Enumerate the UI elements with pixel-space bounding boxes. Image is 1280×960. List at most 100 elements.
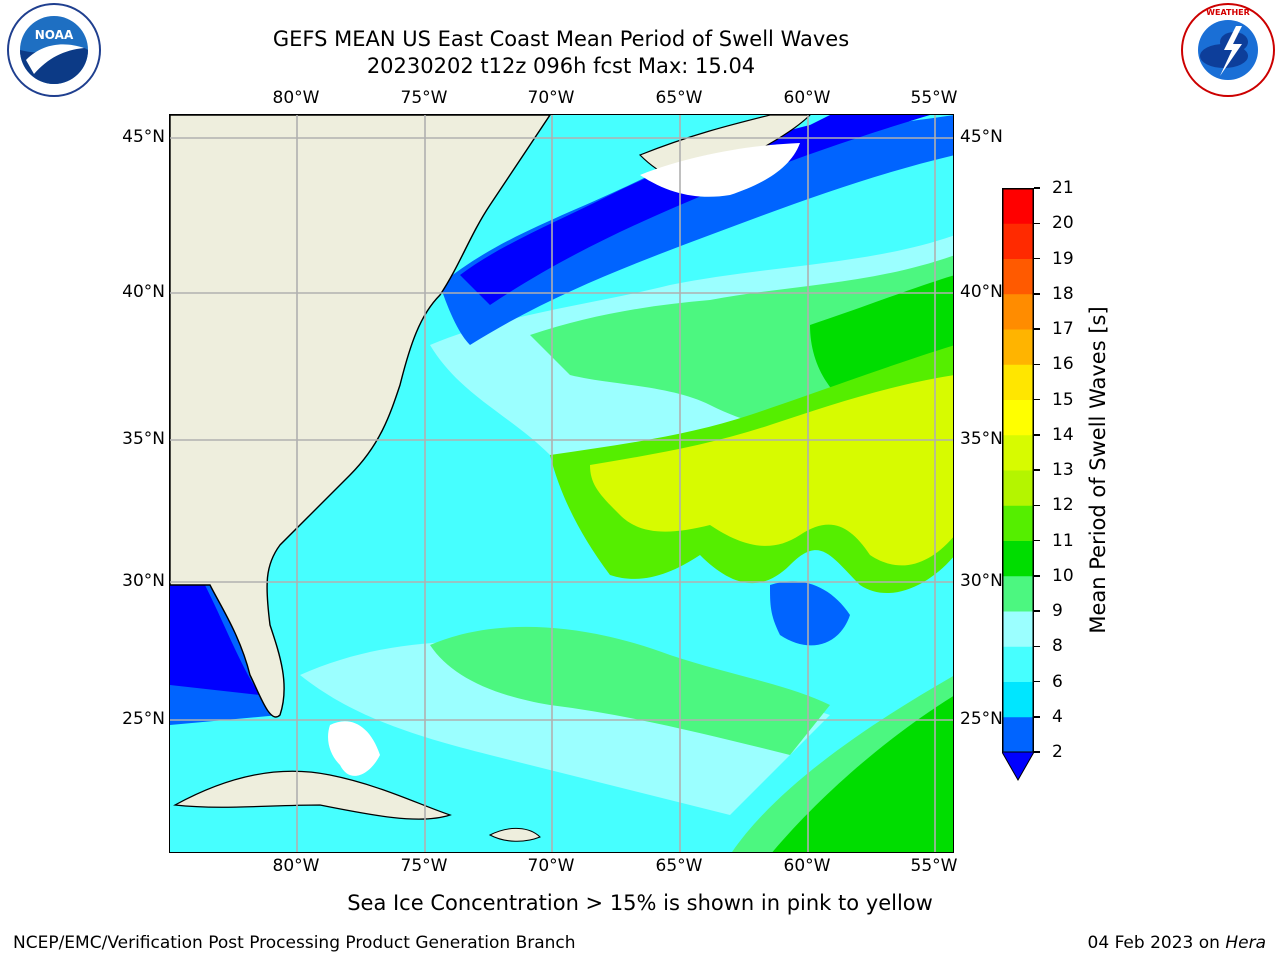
- colorbar-tick-mark: [1034, 645, 1040, 647]
- lon-label-top: 55°W: [910, 88, 958, 108]
- lat-label-left: 40°N: [122, 282, 165, 302]
- lon-label-bottom: 55°W: [910, 856, 958, 876]
- contour-8-9s: [430, 626, 830, 755]
- colorbar-tick-label: 19: [1052, 248, 1074, 269]
- colorbar-tick-mark: [1034, 222, 1040, 224]
- lon-label-bottom: 80°W: [272, 856, 320, 876]
- island-hispaniola: [488, 828, 541, 842]
- lon-label-bottom: 60°W: [783, 856, 831, 876]
- colorbar-swatch: [1002, 293, 1034, 330]
- colorbar-tick-mark: [1034, 469, 1040, 471]
- host-name: Hera: [1225, 933, 1266, 953]
- colorbar-outline: [1002, 188, 1034, 752]
- colorbar-tick-label: 4: [1052, 706, 1063, 727]
- lat-label-right: 30°N: [960, 571, 1003, 591]
- contour-9-10s: [772, 696, 953, 852]
- colorbar-tick-label: 11: [1052, 530, 1074, 551]
- colorbar-swatch: [1002, 223, 1034, 259]
- contour-2-4s: [770, 581, 850, 646]
- lon-label-top: 70°W: [527, 88, 575, 108]
- colorbar-tick-label: 9: [1052, 601, 1063, 621]
- colorbar-tick-mark: [1034, 539, 1040, 542]
- lon-label-top: 60°W: [783, 88, 831, 108]
- colorbar-tick-label: 2: [1052, 742, 1063, 762]
- colorbar-swatch: [1002, 575, 1034, 612]
- colorbar-tick-mark: [1034, 328, 1040, 330]
- lat-label-left: 45°N: [122, 127, 165, 147]
- colorbar: [1001, 188, 1035, 782]
- nws-logo: WEATHER: [1180, 2, 1276, 98]
- sea-ice-note: Sea Ice Concentration > 15% is shown in …: [347, 891, 933, 915]
- colorbar-swatch: [1002, 188, 1034, 224]
- contour-under-2s: [460, 115, 930, 305]
- colorbar-tick-mark: [1034, 257, 1040, 260]
- colorbar-tick-label: 10: [1052, 565, 1074, 586]
- lat-label-right: 25°N: [960, 709, 1003, 729]
- colorbar-tick-mark: [1034, 610, 1040, 612]
- lon-label-top: 65°W: [655, 88, 703, 108]
- lat-label-left: 30°N: [122, 571, 165, 591]
- colorbar-tick-label: 14: [1052, 424, 1074, 445]
- graticule: [170, 115, 953, 852]
- credit-branch: NCEP/EMC/Verification Post Processing Pr…: [13, 933, 576, 953]
- colorbar-tick-label: 15: [1052, 389, 1074, 410]
- colorbar-label: Mean Period of Swell Waves [s]: [1086, 306, 1110, 634]
- noaa-logo: NOAA: [4, 2, 104, 98]
- colorbar-swatch: [1002, 540, 1034, 577]
- lon-label-bottom: 75°W: [400, 856, 448, 876]
- colorbar-tick-mark: [1034, 751, 1040, 753]
- colorbar-tick-mark: [1034, 434, 1040, 436]
- colorbar-swatch: [1002, 329, 1034, 365]
- colorbar-tick-mark: [1034, 398, 1040, 401]
- colorbar-swatch: [1002, 505, 1034, 541]
- svg-text:WEATHER: WEATHER: [1206, 8, 1250, 17]
- colorbar-tick-label: 16: [1052, 354, 1074, 375]
- colorbar-swatch: [1002, 364, 1034, 400]
- colorbar-tick-label: 21: [1052, 178, 1074, 198]
- colorbar-swatch: [1002, 399, 1034, 436]
- colorbar-swatch: [1002, 646, 1034, 682]
- colorbar-swatch: [1002, 434, 1034, 471]
- colorbar-swatch: [1002, 258, 1034, 295]
- chart-subtitle: 20230202 t12z 096h fcst Max: 15.04: [366, 54, 756, 78]
- colorbar-under-arrow: [1001, 751, 1035, 782]
- lon-label-top: 80°W: [272, 88, 320, 108]
- lon-label-bottom: 65°W: [655, 856, 703, 876]
- lat-label-left: 35°N: [122, 429, 165, 449]
- map-panel: [169, 114, 954, 853]
- date-text: 04 Feb 2023 on: [1087, 933, 1226, 953]
- colorbar-tick-mark: [1034, 680, 1040, 683]
- swell-period-map: [170, 115, 953, 852]
- colorbar-tick-label: 17: [1052, 319, 1074, 339]
- colorbar-tick-label: 13: [1052, 460, 1074, 480]
- colorbar-tick-label: 18: [1052, 283, 1074, 304]
- bahamas-banks: [328, 721, 380, 776]
- colorbar-tick-label: 12: [1052, 495, 1074, 516]
- colorbar-tick-mark: [1034, 187, 1040, 189]
- colorbar-swatches: [1001, 188, 1035, 782]
- colorbar-swatch: [1002, 716, 1034, 753]
- colorbar-tick-mark: [1034, 363, 1040, 365]
- colorbar-tick-mark: [1034, 716, 1040, 718]
- lat-label-left: 25°N: [122, 709, 165, 729]
- colorbar-swatch: [1002, 611, 1034, 647]
- lat-label-right: 40°N: [960, 282, 1003, 302]
- svg-text:NOAA: NOAA: [35, 28, 74, 42]
- land-us-east-coast: [170, 115, 551, 718]
- land-cuba: [173, 770, 452, 820]
- colorbar-swatch: [1002, 681, 1034, 718]
- lon-label-top: 75°W: [400, 88, 448, 108]
- chart-title: GEFS MEAN US East Coast Mean Period of S…: [272, 27, 850, 51]
- colorbar-tick-label: 20: [1052, 213, 1074, 234]
- lon-label-bottom: 70°W: [527, 856, 575, 876]
- colorbar-swatch: [1002, 470, 1034, 506]
- contour-under-2s: [170, 585, 260, 695]
- colorbar-tick-mark: [1034, 504, 1040, 506]
- colorbar-tick-mark: [1034, 293, 1040, 295]
- colorbar-tick-label: 8: [1052, 636, 1063, 657]
- colorbar-tick-mark: [1034, 575, 1040, 577]
- lat-label-right: 45°N: [960, 127, 1003, 147]
- credit-date: 04 Feb 2023 on Hera: [1088, 933, 1266, 953]
- contour-2-4s: [440, 115, 953, 345]
- colorbar-tick-label: 6: [1052, 671, 1063, 692]
